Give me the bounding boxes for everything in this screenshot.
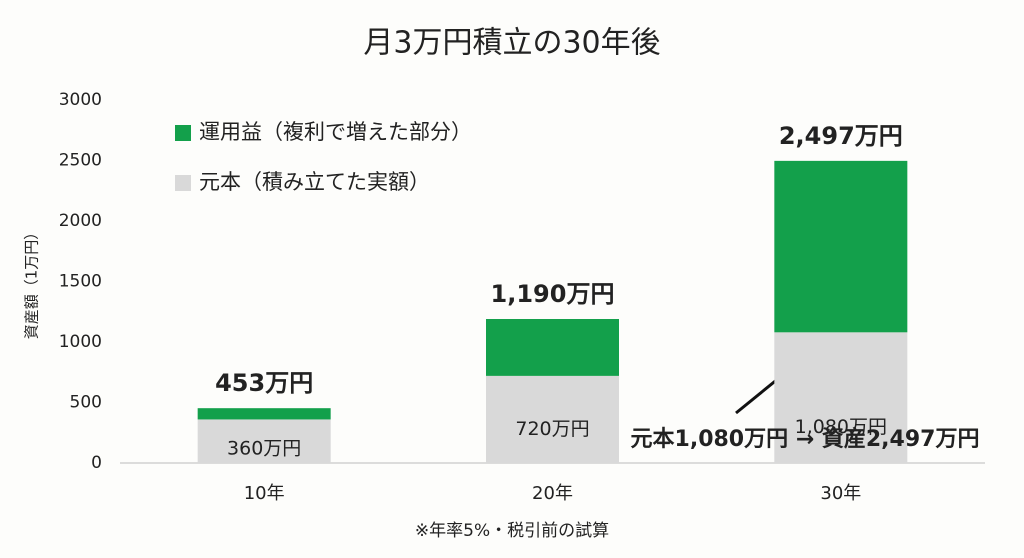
chart-title: 月3万円積立の30年後 (363, 26, 660, 61)
x-tick-label: 30年 (820, 483, 861, 504)
bar-segment (774, 332, 908, 463)
x-tick-label: 20年 (532, 483, 573, 504)
y-tick-label: 3000 (59, 90, 102, 110)
annotation: 元本1,080万円 → 資産2,497万円 (631, 426, 980, 452)
y-tick-label: 500 (70, 393, 102, 413)
y-tick-label: 1000 (59, 332, 102, 352)
value-label: 720万円 (515, 418, 589, 440)
y-tick-label: 2000 (59, 211, 102, 231)
bar-segment (486, 319, 619, 376)
bar-segment (197, 419, 331, 463)
footnote: ※年率5%・税引前の試算 (415, 521, 609, 541)
y-tick-label: 0 (91, 453, 102, 473)
value-label: 360万円 (227, 438, 301, 460)
bar-segment (774, 160, 908, 333)
y-tick-label: 1500 (59, 272, 102, 292)
legend-swatch (175, 175, 191, 191)
legend-swatch (175, 125, 191, 141)
y-axis-label: 資産額（1万円） (23, 225, 41, 340)
x-tick-label: 10年 (244, 483, 285, 504)
total-label: 453万円 (215, 369, 313, 397)
bar-segment (197, 408, 331, 420)
bar-segment (486, 375, 619, 463)
total-label: 1,190万円 (491, 280, 615, 308)
value-label: 1,080万円 (795, 416, 887, 438)
total-label: 2,497万円 (779, 122, 903, 150)
legend-label: 元本（積み立てた実額） (199, 170, 430, 194)
y-tick-label: 2500 (59, 151, 102, 171)
legend-label: 運用益（複利で増えた部分） (199, 120, 472, 144)
